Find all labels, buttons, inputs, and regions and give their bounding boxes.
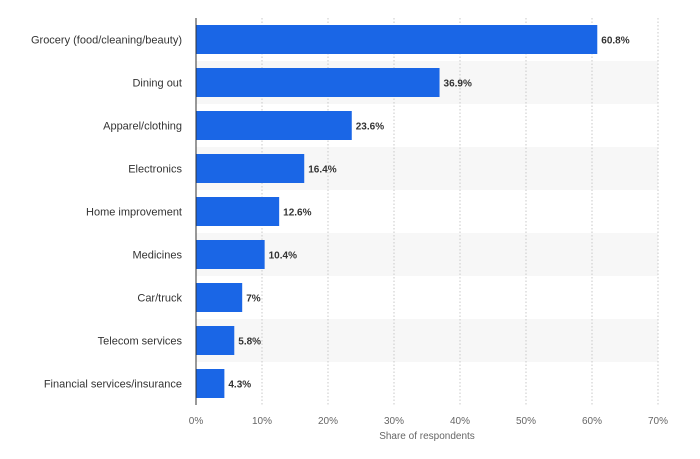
- x-tick-label: 0%: [189, 416, 204, 427]
- bar: [196, 240, 265, 269]
- x-tick-label: 30%: [384, 416, 404, 427]
- bar: [196, 111, 352, 140]
- category-label: Grocery (food/cleaning/beauty): [31, 35, 182, 47]
- row-band: [196, 233, 658, 276]
- x-tick-label: 40%: [450, 416, 470, 427]
- bar: [196, 154, 305, 183]
- category-label: Electronics: [128, 164, 182, 176]
- bar: [196, 68, 440, 97]
- x-axis-title: Share of respondents: [379, 431, 475, 442]
- category-label: Medicines: [132, 250, 182, 262]
- category-label: Telecom services: [98, 336, 183, 348]
- value-labels: 60.8% 36.9% 23.6% 16.4% 12.6% 10.4% 7% 5.8% 4.3%: [228, 36, 629, 391]
- value-label: 7%: [246, 294, 261, 305]
- value-label: 5.8%: [238, 337, 261, 348]
- bar: [196, 197, 280, 226]
- bar: [196, 25, 598, 54]
- x-tick-label: 10%: [252, 416, 272, 427]
- value-label: 36.9%: [444, 79, 472, 90]
- bar: [196, 369, 225, 398]
- category-label: Apparel/clothing: [103, 121, 182, 133]
- value-label: 60.8%: [601, 36, 629, 47]
- category-label: Car/truck: [137, 293, 182, 305]
- category-label: Dining out: [132, 78, 182, 90]
- value-label: 12.6%: [283, 208, 311, 219]
- x-tick-label: 20%: [318, 416, 338, 427]
- value-label: 4.3%: [228, 380, 251, 391]
- value-label: 23.6%: [356, 122, 384, 133]
- bars: [196, 25, 598, 398]
- x-tick-label: 60%: [582, 416, 602, 427]
- bar: [196, 283, 243, 312]
- category-labels: Grocery (food/cleaning/beauty) Dining out…: [31, 35, 183, 391]
- x-tick-labels: 0% 10% 20% 30% 40% 50% 60% 70%: [189, 416, 668, 427]
- row-band: [196, 319, 658, 362]
- x-tick-label: 70%: [648, 416, 668, 427]
- x-tick-label: 50%: [516, 416, 536, 427]
- value-label: 16.4%: [308, 165, 336, 176]
- value-label: 10.4%: [269, 251, 297, 262]
- bar: [196, 326, 235, 355]
- category-label: Financial services/insurance: [44, 379, 182, 391]
- category-label: Home improvement: [86, 207, 182, 219]
